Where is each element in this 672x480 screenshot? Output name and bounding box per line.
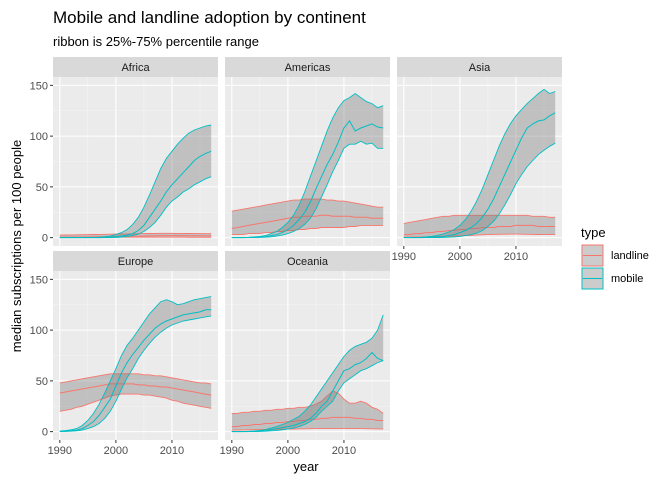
- x-axis-title: year: [293, 459, 319, 474]
- y-tick-label: 50: [36, 182, 48, 194]
- chart-subtitle: ribbon is 25%-75% percentile range: [53, 34, 259, 49]
- ribbon-lower-landline: [231, 428, 384, 431]
- ribbon-landline: [231, 391, 384, 431]
- x-tick-label: 2010: [504, 251, 528, 263]
- series-line-mobile: [231, 120, 384, 239]
- facet-strip-label: Asia: [469, 62, 491, 74]
- ribbon-upper-landline: [231, 390, 384, 414]
- ribbon-upper-mobile: [403, 88, 556, 239]
- y-tick-label: 100: [30, 325, 48, 337]
- ribbon-landline: [59, 373, 212, 412]
- series-line-landline: [59, 235, 212, 238]
- facet-panel-americas: Americas: [225, 57, 390, 246]
- facet-strip-label: Europe: [118, 256, 153, 268]
- facet-strip: [225, 57, 390, 77]
- series-line-mobile: [403, 112, 556, 239]
- ribbon-upper-landline: [59, 373, 212, 385]
- series-line-mobile: [59, 309, 212, 432]
- ribbon-upper-mobile: [59, 296, 212, 432]
- y-tick-label: 50: [36, 376, 48, 388]
- chart-title: Mobile and landline adoption by continen…: [53, 8, 366, 27]
- facet-strip-label: Africa: [121, 62, 150, 74]
- ribbon-upper-landline: [231, 198, 384, 212]
- x-tick-label: 1990: [48, 445, 72, 457]
- facet-panel-europe: Europe 0 50 100 150 1990 2000 2010: [30, 251, 218, 457]
- x-tick-label: 1990: [392, 251, 416, 263]
- series-line-landline: [403, 224, 556, 236]
- legend-title: type: [581, 225, 606, 240]
- x-tick-label: 2000: [276, 445, 300, 457]
- ribbon-mobile: [59, 125, 212, 238]
- facet-strip-label: Americas: [285, 62, 331, 74]
- y-axis-title: median subscriptions per 100 people: [9, 140, 24, 352]
- facet-strip: [397, 57, 562, 77]
- facet-panel-oceania: Oceania 1990 2000 2010: [220, 251, 390, 457]
- legend-label-landline: landline: [611, 250, 649, 262]
- ribbon-mobile: [231, 93, 384, 238]
- facet-panel-asia: Asia 1990 2000 2010: [392, 57, 562, 263]
- x-tick-label: 2010: [332, 445, 356, 457]
- legend: type landline mobile: [581, 225, 649, 290]
- y-tick-label: 100: [30, 131, 48, 143]
- x-tick-label: 2000: [448, 251, 472, 263]
- ribbon-upper-landline: [59, 232, 212, 236]
- x-tick-label: 2000: [104, 445, 128, 457]
- ribbon-lower-mobile: [59, 315, 212, 432]
- ribbon-mobile: [403, 89, 556, 238]
- ribbon-upper-landline: [403, 214, 556, 224]
- x-tick-label: 2010: [160, 445, 184, 457]
- series-line-landline: [59, 383, 212, 396]
- facet-strip: [225, 251, 390, 271]
- legend-label-mobile: mobile: [611, 273, 643, 285]
- x-tick-label: 1990: [220, 445, 244, 457]
- ribbon-landline: [231, 199, 384, 235]
- y-tick-label: 0: [42, 233, 48, 245]
- facet-strip: [53, 57, 218, 77]
- series-line-mobile: [231, 351, 384, 433]
- facet-strip-label: Oceania: [287, 256, 329, 268]
- ribbon-lower-landline: [59, 393, 212, 412]
- facet-panel-africa: Africa 0 50 100 150: [30, 57, 218, 246]
- ribbon-lower-landline: [231, 224, 384, 236]
- y-tick-label: 150: [30, 80, 48, 92]
- y-tick-label: 0: [42, 427, 48, 439]
- ribbon-upper-mobile: [231, 314, 384, 433]
- facet-strip: [53, 251, 218, 271]
- ribbon-mobile: [59, 296, 212, 432]
- series-line-mobile: [59, 150, 212, 239]
- series-line-landline: [231, 214, 384, 229]
- y-tick-label: 150: [30, 274, 48, 286]
